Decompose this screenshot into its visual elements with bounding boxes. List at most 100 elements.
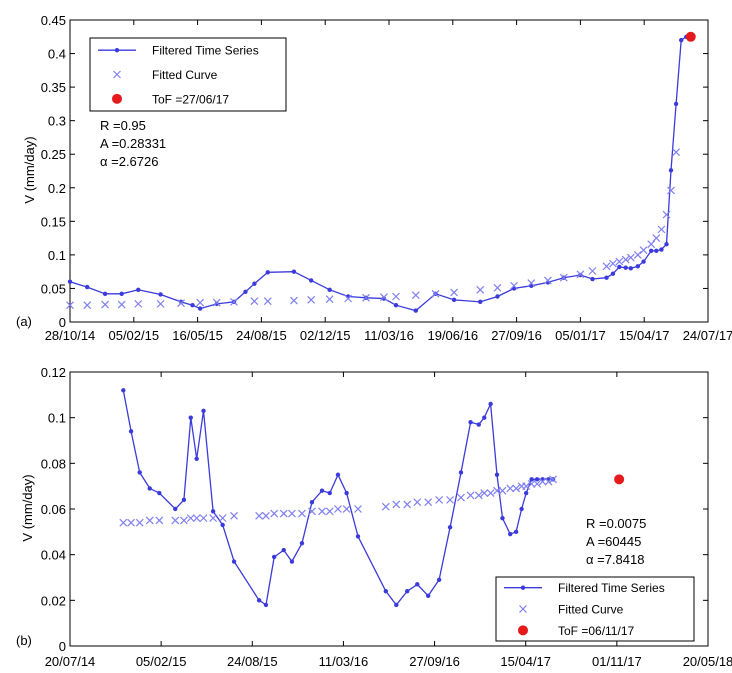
fitted-curve-marker xyxy=(344,294,353,303)
filtered-series-point xyxy=(220,522,225,528)
filtered-series-point xyxy=(271,554,277,560)
fitted-curve-marker xyxy=(325,507,334,516)
fitted-curve-marker xyxy=(135,518,144,527)
filtered-series-point xyxy=(628,266,634,271)
y-tick-label: 0.06 xyxy=(41,502,66,517)
stat-annotation: α =2.6726 xyxy=(100,154,158,169)
filtered-series-point xyxy=(458,470,464,475)
x-tick-label: 19/06/16 xyxy=(427,328,478,343)
filtered-series-point xyxy=(355,534,361,539)
fitted-curve-marker xyxy=(209,514,218,523)
fitted-curve-marker xyxy=(672,148,681,157)
fitted-curve-marker xyxy=(117,300,126,309)
fitted-curve-marker xyxy=(270,509,279,518)
y-tick-label: 0.04 xyxy=(41,548,66,563)
filtered-series-point xyxy=(488,401,493,407)
fitted-curve-marker xyxy=(186,514,195,523)
fitted-curve-marker xyxy=(262,511,270,520)
fitted-curve-marker xyxy=(457,493,465,502)
fitted-curve-marker xyxy=(279,509,288,518)
filtered-series-point xyxy=(476,422,481,427)
filtered-series-point xyxy=(121,388,126,393)
filtered-series-point xyxy=(197,306,203,311)
legend-label: Fitted Curve xyxy=(152,68,218,82)
y-tick-label: 0.2 xyxy=(48,181,66,196)
x-tick-label: 24/08/15 xyxy=(236,328,287,343)
filtered-series-point xyxy=(201,408,206,414)
filtered-series-point xyxy=(319,488,325,493)
y-tick-label: 0.05 xyxy=(41,281,66,296)
fitted-curve-marker xyxy=(255,511,264,520)
y-tick-label: 0 xyxy=(59,639,66,654)
fitted-curve-marker xyxy=(66,301,74,310)
x-tick-label: 28/10/14 xyxy=(45,328,96,343)
fitted-curve-marker xyxy=(446,495,454,504)
fitted-curve-marker xyxy=(101,300,110,309)
filtered-series-point xyxy=(289,559,295,564)
filtered-series-point xyxy=(173,506,178,512)
filtered-series-point xyxy=(252,281,257,286)
fitted-curve-marker xyxy=(480,489,489,497)
x-tick-label: 11/03/16 xyxy=(319,654,369,669)
x-tick-label: 02/12/15 xyxy=(300,328,351,343)
x-tick-label: 27/09/16 xyxy=(491,328,542,343)
filtered-series-point xyxy=(508,531,513,537)
x-tick-label: 05/01/17 xyxy=(555,328,606,343)
filtered-series-point xyxy=(590,276,595,282)
legend-tof-swatch xyxy=(112,93,122,104)
fitted-curve-marker xyxy=(667,186,675,195)
fitted-curve-marker xyxy=(379,293,388,302)
fitted-curve-marker xyxy=(549,475,557,484)
fitted-curve-marker xyxy=(134,299,143,308)
filtered-series-point xyxy=(256,598,262,603)
filtered-series-point xyxy=(519,506,524,512)
fitted-curve-marker xyxy=(308,507,316,516)
fitted-curve-marker xyxy=(602,262,611,271)
fitted-curve-marker xyxy=(633,250,642,259)
fitted-curve-marker xyxy=(652,234,661,243)
fitted-curve-marker xyxy=(263,297,272,306)
fitted-curve-marker xyxy=(192,514,201,523)
legend-label: ToF =27/06/17 xyxy=(152,92,229,106)
filtered-series-point xyxy=(394,602,399,608)
x-tick-label: 15/04/17 xyxy=(500,654,551,669)
legend-dot-swatch xyxy=(114,47,120,53)
fitted-curve-marker xyxy=(334,505,342,513)
filtered-series-point xyxy=(668,168,674,173)
filtered-series-point xyxy=(623,265,628,270)
fitted-curve-marker xyxy=(218,514,227,523)
filtered-series-point xyxy=(335,472,341,477)
fitted-curve-marker xyxy=(544,477,553,486)
fitted-curve-marker xyxy=(543,276,552,285)
filtered-series-point xyxy=(610,271,616,276)
filtered-series-point xyxy=(383,589,389,594)
filtered-series-point xyxy=(214,301,219,307)
fitted-curve-marker xyxy=(450,288,459,297)
fitted-curve-marker xyxy=(626,253,635,262)
filtered-series-point xyxy=(157,490,162,496)
filtered-series-point xyxy=(158,292,163,297)
fitted-curve-marker xyxy=(325,295,334,304)
filtered-series-point xyxy=(654,248,659,254)
fitted-curve-marker xyxy=(156,299,165,308)
y-tick-label: 0.02 xyxy=(41,593,66,608)
filtered-series-point xyxy=(309,499,315,505)
filtered-series-point xyxy=(534,477,540,482)
fitted-curve-marker xyxy=(119,518,128,527)
fitted-curve-marker xyxy=(411,291,420,300)
stat-annotation: R =0.0075 xyxy=(586,516,646,531)
y-tick-label: 0.35 xyxy=(41,80,66,95)
fitted-curve-marker xyxy=(476,285,485,294)
y-axis-label: V (mm/day) xyxy=(20,474,35,541)
panel-label: (b) xyxy=(16,633,32,648)
legend-x-swatch xyxy=(113,70,121,79)
y-tick-label: 0.08 xyxy=(41,456,66,471)
fitted-curve-marker xyxy=(362,293,370,302)
filtered-series-point xyxy=(664,241,669,247)
fitted-curve-marker xyxy=(559,273,568,282)
fitted-curve-marker xyxy=(431,289,440,298)
filtered-series-point xyxy=(210,509,216,514)
fitted-curve-marker xyxy=(662,210,671,219)
fitted-curve-marker xyxy=(230,297,238,306)
filtered-series-point xyxy=(128,429,134,434)
